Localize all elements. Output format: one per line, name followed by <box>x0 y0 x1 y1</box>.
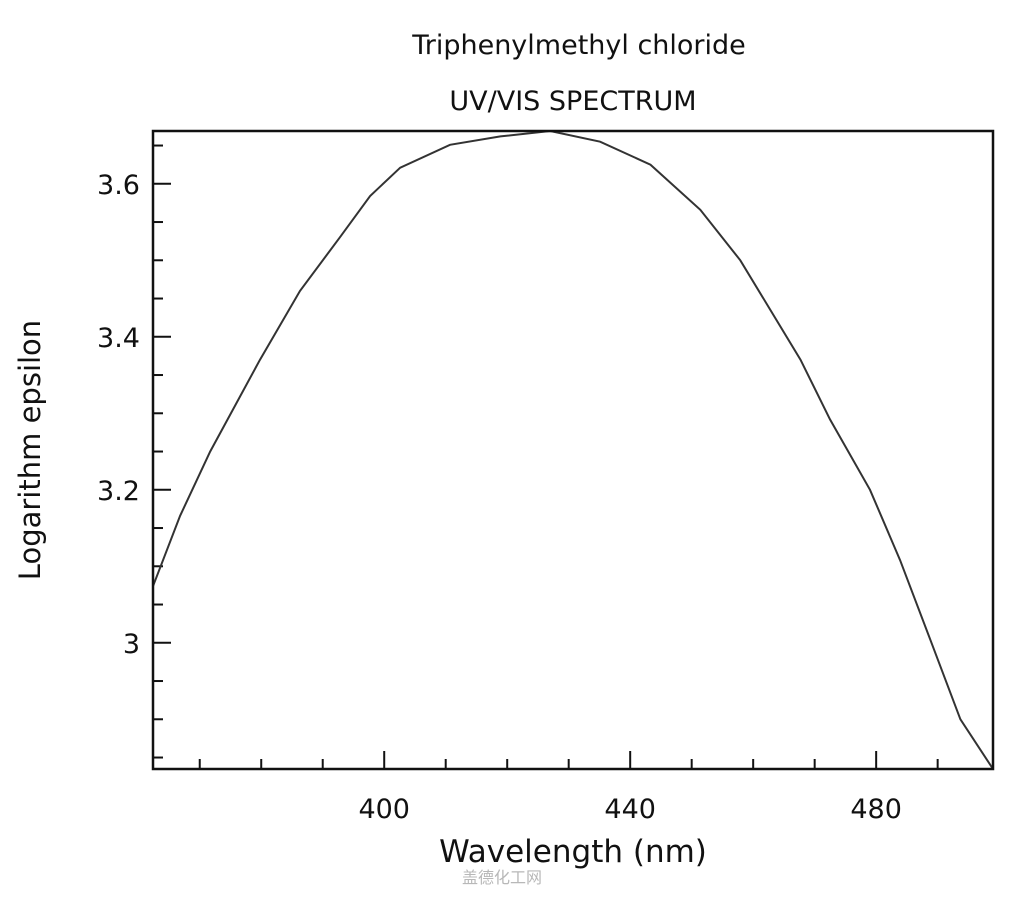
y-tick-label: 3 <box>123 629 140 660</box>
watermark: 盖德化工网 <box>462 868 543 887</box>
spectrum-line <box>152 129 994 770</box>
x-tick-label: 480 <box>850 794 902 825</box>
y-tick-label: 3.4 <box>97 323 140 354</box>
y-axis-label: Logarithm epsilon <box>13 320 47 580</box>
y-tick-label: 3.2 <box>97 476 140 507</box>
chart-title: Triphenylmethyl chloride <box>411 30 746 61</box>
y-tick-label: 3.6 <box>97 170 140 201</box>
x-tick-label: 440 <box>604 794 656 825</box>
chart-subtitle: UV/VIS SPECTRUM <box>449 86 696 117</box>
plot-frame <box>151 129 995 771</box>
x-axis-label: Wavelength (nm) <box>439 834 707 870</box>
x-tick-label: 400 <box>358 794 410 825</box>
